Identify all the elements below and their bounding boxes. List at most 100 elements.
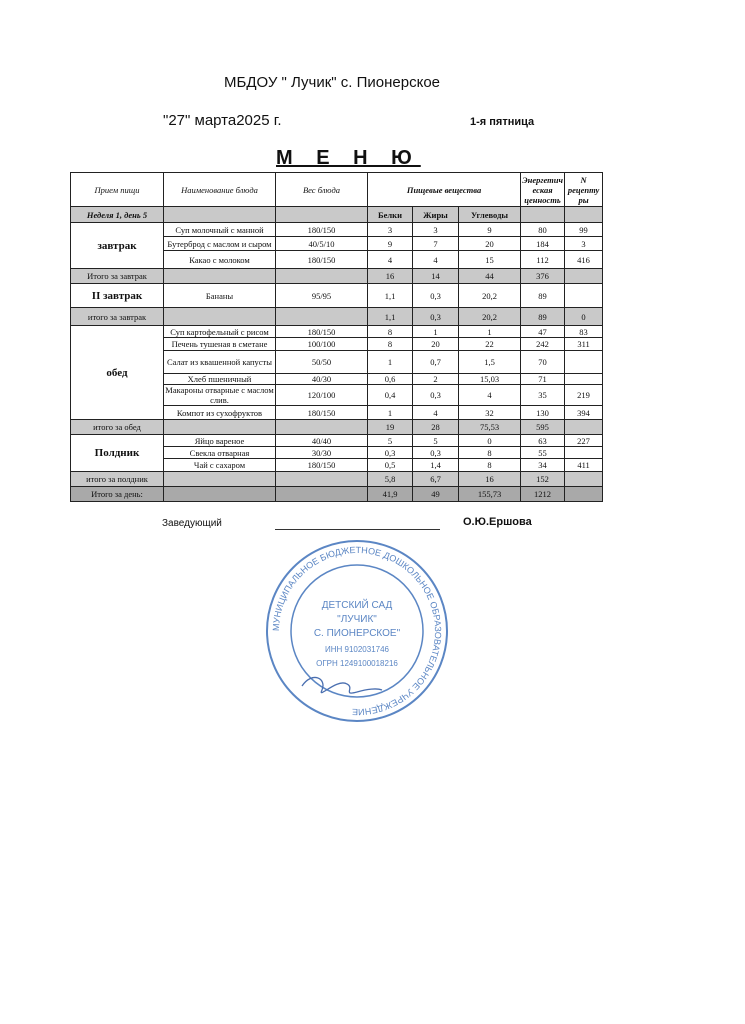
value-recipe [564,373,604,385]
dish-weight: 95/95 [275,283,368,308]
value-recipe: 227 [564,434,604,447]
subtotal-protein: 5,8 [367,471,413,487]
dish-name: Свекла отварная [163,446,276,459]
value-fat: 0,3 [412,384,459,406]
dish-weight: 100/100 [275,337,368,351]
svg-text:"ЛУЧИК": "ЛУЧИК" [337,614,377,625]
value-fat: 20 [412,337,459,351]
table-row: Чай с сахаром 180/150 0,5 1,4 8 34 411 [71,458,604,472]
value-recipe: 311 [564,337,604,351]
dish-weight: 40/30 [275,373,368,385]
value-energy: 63 [520,434,566,447]
value-energy: 70 [520,350,566,374]
dish-name: Бананы [163,283,276,308]
subtotal-carbs: 44 [457,268,522,284]
day-total-row: Итого за день: 41,9 49 155,73 1212 [70,486,604,502]
page-title: М Е Н Ю [276,147,421,169]
dish-weight: 30/30 [275,446,368,459]
value-carbs: 8 [457,458,522,472]
value-carbs: 15 [457,250,522,269]
value-protein: 8 [367,325,413,338]
value-energy: 112 [520,250,566,269]
value-fat: 0,3 [412,446,459,459]
value-protein: 1 [367,350,413,374]
dish-weight: 120/100 [275,384,368,406]
nutrient-fat: Жиры [412,206,459,223]
subtotal-row: Итого за завтрак 16 14 44 376 [70,268,604,284]
value-carbs: 20,2 [457,283,522,308]
dish-name: Хлеб пшеничный [163,373,276,385]
subtotal-fat: 0,3 [412,307,459,326]
header-row: Прием пищи Наименование блюда Вес блюда … [70,172,604,207]
empty-cell [163,307,276,326]
empty-cell [163,206,276,223]
table-row: Бутерброд с маслом и сыром 40/5/10 9 7 20 184… [71,236,604,251]
subtotal-fat: 28 [412,419,459,435]
value-energy: 89 [520,283,566,308]
organization-name: МБДОУ " Лучик" с. Пионерское [224,74,441,91]
subtotal-energy: 152 [520,471,566,487]
subtotal-fat: 6,7 [412,471,459,487]
value-carbs: 1,5 [457,350,522,374]
table-row: Макароны отварные с маслом слив. 120/100 0… [71,384,604,406]
value-recipe: 99 [564,222,604,237]
value-fat: 4 [412,250,459,269]
svg-text:С. ПИОНЕРСКОЕ": С. ПИОНЕРСКОЕ" [314,628,401,639]
table-row: Какао с молоком 180/150 4 4 15 112 416 [71,250,604,269]
dish-weight: 40/5/10 [275,236,368,251]
empty-cell [275,471,368,487]
dish-name: Макароны отварные с маслом слив. [163,384,276,406]
subtotal-recipe [564,471,604,487]
subtotal-carbs: 75,53 [457,419,522,435]
value-fat: 7 [412,236,459,251]
empty-cell [564,206,604,223]
value-energy: 80 [520,222,566,237]
value-carbs: 15,03 [457,373,522,385]
empty-cell [275,307,368,326]
table-row: II завтрак Бананы 95/95 1,1 0,3 20,2 89 [70,283,604,308]
value-recipe: 411 [564,458,604,472]
empty-cell [520,206,566,223]
value-protein: 8 [367,337,413,351]
day-total-energy: 1212 [520,486,566,502]
subtotal-energy: 595 [520,419,566,435]
empty-cell [275,206,368,223]
official-stamp: МУНИЦИПАЛЬНОЕ БЮДЖЕТНОЕ ДОШКОЛЬНОЕ ОБРАЗ… [266,540,448,722]
empty-cell [163,419,276,435]
subtotal-row: итого за полдник 5,8 6,7 16 152 [70,471,604,487]
nutrient-protein: Белки [367,206,413,223]
value-fat: 5 [412,434,459,447]
dish-weight: 180/150 [275,222,368,237]
signature-block: Заведующий О.Ю.Ершова МУНИЦИПАЛЬНОЕ БЮДЖ… [70,514,602,724]
dish-weight: 50/50 [275,350,368,374]
signature-line [275,529,440,530]
dish-name: Салат из квашенной капусты [163,350,276,374]
subtotal-row: итого за завтрак 1,1 0,3 20,2 89 0 [70,307,604,326]
subtotal-energy: 89 [520,307,566,326]
empty-cell [163,268,276,284]
value-fat: 0,7 [412,350,459,374]
value-carbs: 9 [457,222,522,237]
table-row: Полдник Яйцо вареное 40/40 5 5 0 63 227 [70,434,604,472]
meal-name: обед [70,325,164,420]
day-total-protein: 41,9 [367,486,413,502]
value-energy: 71 [520,373,566,385]
table-row: Печень тушеная в сметане 100/100 8 20 22 242 3… [71,337,604,351]
dish-name: Какао с молоком [163,250,276,269]
value-recipe [564,350,604,374]
subtotal-recipe [564,419,604,435]
subtotal-protein: 19 [367,419,413,435]
head-name: О.Ю.Ершова [463,516,532,528]
value-protein: 0,5 [367,458,413,472]
value-energy: 55 [520,446,566,459]
menu-table: Прием пищи Наименование блюда Вес блюда … [70,172,604,502]
dish-name: Бутерброд с маслом и сыром [163,236,276,251]
empty-cell [163,471,276,487]
subtotal-recipe [564,268,604,284]
dish-weight: 40/40 [275,434,368,447]
meal-name: Полдник [70,434,164,472]
dish-name: Яйцо вареное [163,434,276,447]
meal-name: II завтрак [70,283,164,308]
empty-cell [163,486,276,502]
empty-cell [275,486,368,502]
